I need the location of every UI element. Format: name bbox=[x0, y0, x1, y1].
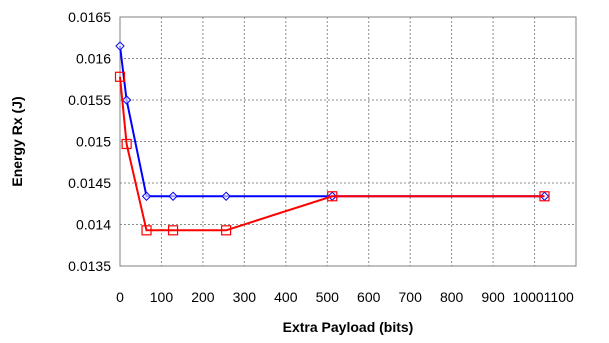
series-2-point bbox=[121, 138, 132, 150]
y-tick-label: 0.014 bbox=[76, 217, 111, 233]
series-1-point bbox=[221, 191, 231, 201]
y-tick-label: 0.0165 bbox=[68, 9, 111, 25]
series-1-point bbox=[115, 41, 125, 51]
x-tick-label: 500 bbox=[316, 289, 340, 305]
series-2-point bbox=[539, 191, 550, 202]
x-tick-label: 400 bbox=[274, 289, 298, 305]
y-tick-label: 0.0155 bbox=[68, 92, 111, 108]
series-2-point bbox=[327, 191, 338, 202]
x-tick-label: 900 bbox=[481, 289, 505, 305]
series-1-point bbox=[121, 95, 132, 105]
series-1-point bbox=[141, 191, 152, 201]
x-axis-ticks: 0 100 200 300 400 500 600 700 800 900 10001100 bbox=[116, 289, 574, 305]
series-group bbox=[114, 41, 550, 236]
x-tick-label: 0 bbox=[116, 289, 124, 305]
x-tick-label: 10001100 bbox=[513, 289, 574, 305]
plot-area-border bbox=[119, 16, 577, 267]
y-axis-title: Energy Rx (J) bbox=[9, 96, 25, 186]
y-tick-label: 0.015 bbox=[76, 134, 111, 150]
x-tick-label: 700 bbox=[399, 289, 423, 305]
x-tick-label: 200 bbox=[191, 289, 215, 305]
x-tick-label: 800 bbox=[440, 289, 464, 305]
series-2-point bbox=[141, 225, 152, 236]
series-2-point bbox=[114, 71, 126, 82]
x-tick-label: 600 bbox=[357, 289, 381, 305]
x-tick-label: 300 bbox=[233, 289, 257, 305]
y-tick-label: 0.016 bbox=[76, 51, 111, 67]
x-axis-title: Extra Payload (bits) bbox=[283, 319, 414, 335]
y-tick-label: 0.0145 bbox=[68, 175, 111, 191]
series-2-point bbox=[221, 225, 232, 236]
y-axis-ticks: 0.0135 0.014 0.0145 0.015 0.0155 0.016 0.0165 bbox=[68, 9, 111, 274]
series-2-line bbox=[119, 76, 545, 232]
y-tick-label: 0.0135 bbox=[68, 258, 111, 274]
series-2-point bbox=[167, 225, 179, 236]
x-tick-label: 100 bbox=[150, 289, 174, 305]
series-1-point bbox=[168, 191, 178, 201]
